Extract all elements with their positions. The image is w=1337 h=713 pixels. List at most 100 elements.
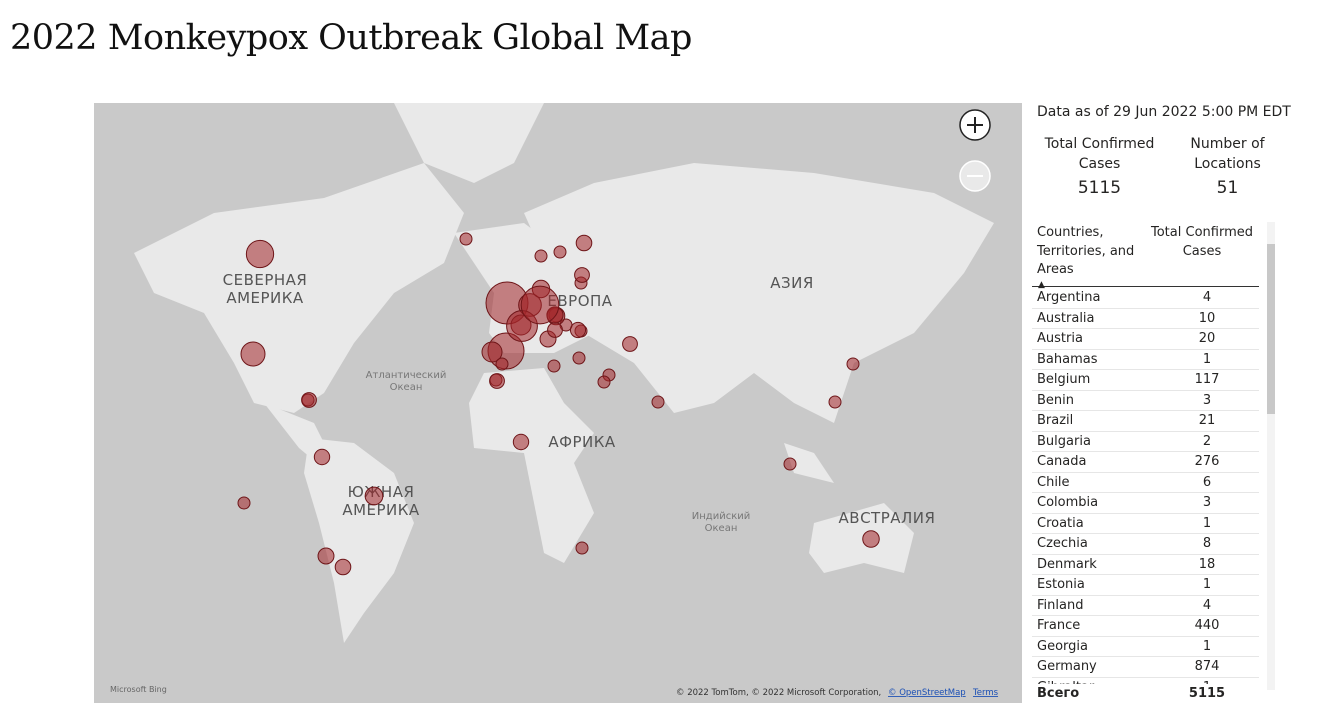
continent-label: АВСТРАЛИЯ <box>839 509 936 527</box>
case-count: 4 <box>1202 597 1212 613</box>
table-row: Czechia 8 <box>1032 534 1259 555</box>
case-count: 20 <box>1198 331 1216 346</box>
zoom-in[interactable] <box>959 109 991 141</box>
card: Number of Locations 51 <box>1165 134 1290 198</box>
attribution: © 2022 TomTom, © 2022 Microsoft Corporat… <box>676 688 881 698</box>
total-value: 5115 <box>1188 686 1226 701</box>
case-count: 8 <box>1202 536 1212 551</box>
case-bubble <box>334 558 352 576</box>
country: Brazil <box>1037 413 1074 428</box>
table-row: Colombia 3 <box>1032 493 1259 514</box>
case-bubble <box>245 239 275 269</box>
table-row: Australia 10 <box>1032 309 1259 329</box>
table-row: Germany 874 <box>1032 657 1259 678</box>
osm-link[interactable]: © OpenStreetMap <box>888 688 966 698</box>
case-bubble <box>301 392 317 408</box>
table-header: Countries, Territories, and Areas Total … <box>1032 224 1259 290</box>
country: Colombia <box>1037 495 1099 510</box>
case-bubble <box>622 336 638 352</box>
country: Canada <box>1037 454 1087 469</box>
case-bubble <box>547 322 563 338</box>
country: Georgia <box>1037 638 1088 654</box>
continent-label: АМЕРИКА <box>226 289 304 307</box>
case-bubble <box>862 530 880 548</box>
table-row: France 440 <box>1032 616 1259 637</box>
ocean-label: Океан <box>390 382 423 393</box>
card-label: Total Confirmed Cases <box>1044 136 1155 172</box>
scrollbar[interactable] <box>1267 222 1275 690</box>
case-bubble <box>569 321 587 339</box>
table-row: Finland 4 <box>1032 596 1259 616</box>
case-count: 18 <box>1198 556 1216 572</box>
continent-label: АФРИКА <box>548 433 616 451</box>
case-bubble <box>574 267 590 283</box>
country: Bulgaria <box>1037 433 1091 449</box>
zoom-out[interactable] <box>959 160 991 192</box>
terms-link[interactable]: Terms <box>972 688 999 698</box>
country: France <box>1037 618 1081 633</box>
case-bubble <box>575 234 593 252</box>
column-header[interactable]: Total Confirmed Cases <box>1151 225 1253 259</box>
country: Argentina <box>1037 290 1101 305</box>
case-count: 1 <box>1202 638 1212 654</box>
continent-label: СЕВЕРНАЯ <box>223 271 308 289</box>
continent-label: ЕВРОПА <box>547 292 612 310</box>
country: Benin <box>1037 392 1075 408</box>
table-row: Denmark 18 <box>1032 555 1259 575</box>
case-count: 1 <box>1202 515 1212 531</box>
card: Total Confirmed Cases 5115 <box>1037 134 1162 198</box>
column-header[interactable]: Countries, Territories, and Areas <box>1037 225 1135 277</box>
card-value: 51 <box>1216 178 1239 198</box>
case-count: 276 <box>1194 454 1220 469</box>
card-label: Number of Locations <box>1190 136 1265 172</box>
land <box>134 103 994 643</box>
card-value: 5115 <box>1077 178 1122 198</box>
country: Gibraltar <box>1032 678 1155 685</box>
case-count: 2 <box>1202 433 1212 449</box>
ocean-label: Индийский <box>692 511 750 522</box>
total-label: Всего <box>1037 686 1080 701</box>
case-bubble <box>313 448 331 466</box>
as-of: Data as of 29 Jun 2022 5:00 PM EDT <box>1037 104 1291 120</box>
table-row: Bulgaria 2 <box>1032 432 1259 452</box>
case-count: 1 <box>1202 351 1212 367</box>
map: СЕВЕРНАЯАМЕРИКАЕВРОПААЗИЯАФРИКАЮЖНАЯАМЕР… <box>94 103 1022 703</box>
country: Czechia <box>1037 536 1088 551</box>
table-row: Bahamas 1 <box>1032 350 1259 370</box>
table-row: Belgium 117 <box>1032 370 1259 391</box>
table-row: Brazil 21 <box>1032 411 1259 432</box>
case-count: 440 <box>1194 618 1220 633</box>
table-row: Austria 20 <box>1032 329 1259 350</box>
total-row: Всего 5115 <box>1032 686 1259 701</box>
case-count: 6 <box>1202 474 1212 490</box>
case-count: 3 <box>1202 495 1212 510</box>
country: Germany <box>1037 659 1097 674</box>
table-row: Gibraltar1 <box>1032 678 1259 685</box>
ocean-label: Океан <box>705 523 738 534</box>
case-count: 21 <box>1198 413 1216 428</box>
country: Belgium <box>1037 372 1091 387</box>
case-bubble <box>520 285 560 325</box>
country: Finland <box>1037 597 1084 613</box>
case-count: 117 <box>1194 372 1220 387</box>
country: Croatia <box>1037 515 1084 531</box>
page-title: 2022 Monkeypox Outbreak Global Map <box>10 18 692 58</box>
map-logo: Microsoft Bing <box>110 685 167 694</box>
country: Chile <box>1037 474 1070 490</box>
case-bubble <box>512 433 530 451</box>
case-count: 1 <box>1202 577 1212 592</box>
case-count: 1 <box>1155 678 1259 685</box>
case-count: 4 <box>1202 290 1212 305</box>
table-row: Estonia 1 <box>1032 575 1259 596</box>
table-row: Canada 276 <box>1032 452 1259 473</box>
case-count: 3 <box>1202 392 1212 408</box>
table-row: Georgia 1 <box>1032 637 1259 657</box>
country: Denmark <box>1037 556 1097 572</box>
case-count: 874 <box>1194 659 1220 674</box>
ocean-label: Атлантический <box>366 370 447 381</box>
case-bubble <box>364 486 384 506</box>
table-row: Argentina 4 <box>1032 288 1259 309</box>
continent-label: АЗИЯ <box>770 274 814 292</box>
sort-icon[interactable]: ▲ <box>1038 280 1045 290</box>
